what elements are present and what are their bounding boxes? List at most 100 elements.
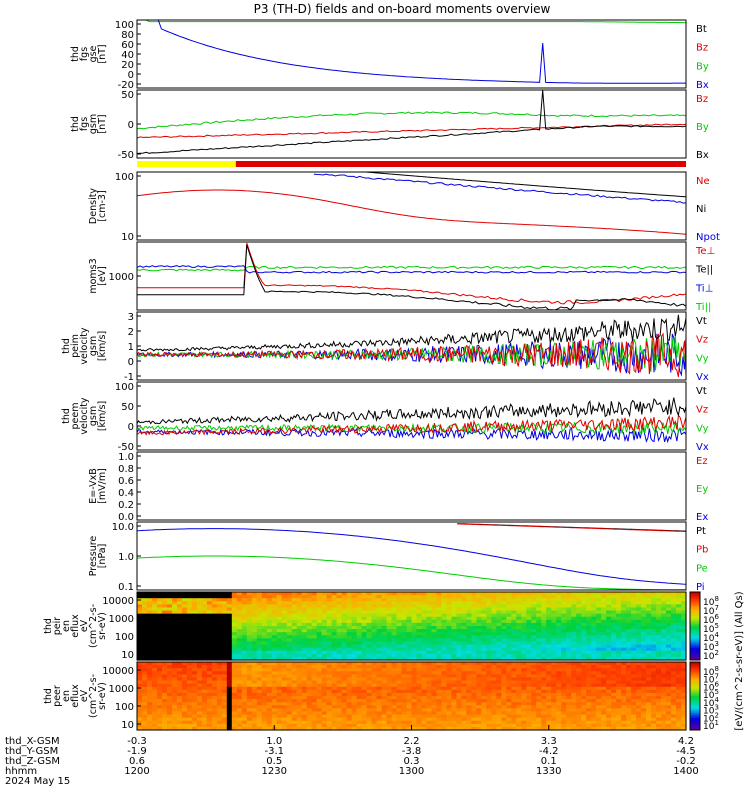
spectrogram-cell [316, 647, 323, 652]
spectrogram-cell [516, 641, 522, 646]
spectrogram-cell [571, 671, 577, 675]
spectrogram-cell [301, 592, 308, 596]
spectrogram-cell [586, 629, 592, 633]
spectrogram-cell [421, 613, 428, 618]
spectrogram-cell [551, 598, 557, 602]
spectrogram-cell [651, 610, 657, 615]
spectrogram-cell [321, 668, 328, 672]
spectrogram-cell [656, 699, 662, 703]
spectrogram-cell [656, 616, 662, 621]
spectrogram-cell [496, 723, 502, 728]
spectrogram-cell [591, 708, 597, 713]
spectrogram-cell [411, 638, 418, 643]
spectrogram-cell [426, 717, 433, 722]
spectrogram-cell [506, 629, 512, 633]
spectrogram-cell [426, 656, 433, 661]
spectrogram-cell [201, 689, 208, 694]
spectrogram-cell [181, 692, 188, 697]
spectrogram-cell [566, 613, 572, 618]
spectrogram-cell [336, 708, 343, 713]
spectrogram-cell [681, 619, 687, 624]
spectrogram-cell [611, 629, 617, 633]
spectrogram-cell [581, 671, 587, 675]
spectrogram-cell [406, 671, 413, 675]
spectrogram-cell [226, 686, 233, 691]
spectrogram-cell [246, 650, 253, 655]
spectrogram-cell [161, 683, 168, 688]
spectrogram-cell [501, 610, 507, 615]
spectrogram-cell [561, 714, 567, 719]
spectrogram-cell [681, 607, 687, 612]
spectrogram-cell [421, 665, 428, 669]
y-tick-label: 1.0 [118, 452, 134, 463]
spectrogram-cell [381, 726, 388, 731]
spectrogram-cell [556, 650, 562, 655]
spectrogram-cell [176, 708, 183, 713]
spectrogram-cell [406, 656, 413, 661]
spectrogram-cell [366, 598, 373, 602]
spectrogram-cell [221, 592, 228, 596]
spectrogram-cell [256, 613, 263, 618]
spectrogram-cell [511, 656, 517, 661]
spectrogram-cell [671, 662, 677, 666]
spectrogram-cell [356, 610, 363, 615]
spectrogram-cell [231, 601, 238, 605]
spectrogram-cell [321, 708, 328, 713]
spectrogram-cell [201, 702, 208, 706]
legend-Bz: Bz [696, 94, 708, 105]
spectrogram-cell [576, 711, 582, 716]
spectrogram-cell [476, 647, 482, 652]
spectrogram-cell [516, 647, 522, 652]
spectrogram-cell [596, 668, 602, 672]
spectrogram-cell [161, 696, 168, 700]
spectrogram-cell [636, 686, 642, 691]
spectrogram-cell [621, 662, 627, 666]
spectrogram-cell [226, 598, 233, 602]
spectrogram-cell [406, 696, 413, 700]
spectrogram-cell [281, 595, 288, 599]
spectrogram-cell [371, 619, 378, 624]
spectrogram-cell [171, 604, 178, 609]
spectrogram-cell [401, 677, 408, 682]
spectrogram-cell [581, 717, 587, 722]
spectrogram-cell [211, 632, 218, 636]
spectrogram-cell [341, 665, 348, 669]
spectrogram-cell [241, 626, 248, 630]
spectrogram-cell [386, 668, 393, 672]
spectrogram-cell [491, 717, 497, 722]
spectrogram-cell [346, 635, 353, 639]
spectrogram-cell [621, 604, 627, 609]
spectrogram-cell [386, 626, 393, 630]
spectrogram-cell [591, 644, 597, 649]
spectrogram-cell [656, 689, 662, 694]
spectrogram-cell [236, 674, 243, 679]
spectrogram-cell [196, 674, 203, 679]
spectrogram-cell [571, 689, 577, 694]
spectrogram-cell [151, 689, 158, 694]
spectrogram-cell [166, 592, 173, 596]
spectrogram-cell [536, 641, 542, 646]
spectrogram-cell [626, 632, 632, 636]
spectrogram-cell [621, 638, 627, 643]
y-tick-label: 40 [121, 50, 134, 61]
spectrogram-cell [486, 708, 492, 713]
spectrogram-cell [506, 720, 512, 725]
spectrogram-cell [341, 656, 348, 661]
y-axis-label: [nT] [97, 114, 108, 133]
spectrogram-cell [681, 665, 687, 669]
spectrogram-cell [156, 671, 163, 675]
spectrogram-cell [516, 699, 522, 703]
spectrogram-cell [326, 632, 333, 636]
spectrogram-cell [581, 699, 587, 703]
spectrogram-cell [461, 601, 467, 605]
spectrogram-cell [476, 696, 482, 700]
spectrogram-cell [286, 696, 293, 700]
spectrogram-cell [671, 629, 677, 633]
spectrogram-cell [426, 665, 433, 669]
spectrogram-cell [176, 595, 183, 599]
spectrogram-cell [521, 680, 527, 685]
spectrogram-cell [186, 595, 193, 599]
spectrogram-cell [656, 714, 662, 719]
spectrogram-cell [276, 626, 283, 630]
spectrogram-cell [661, 619, 667, 624]
